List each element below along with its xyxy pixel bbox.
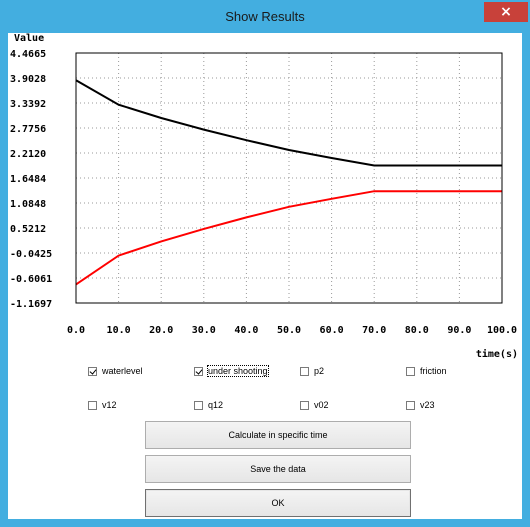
y-tick-label: -0.0425 (10, 249, 52, 260)
close-button[interactable]: × (484, 2, 528, 22)
checkbox-box[interactable] (88, 400, 97, 410)
dialog-content: Value time(s) 4.4665 3.9028 3.3392 2.7756 2.… (8, 33, 522, 519)
window-title: Show Results (225, 9, 305, 24)
x-tick-label: 0.0 (67, 325, 85, 336)
x-tick-label: 30.0 (192, 325, 216, 336)
checkbox-q12[interactable]: q12 (194, 397, 223, 413)
checkbox-box[interactable] (406, 400, 415, 410)
checkbox-box[interactable] (194, 400, 203, 410)
x-tick-label: 60.0 (320, 325, 344, 336)
checkbox-label: v12 (102, 400, 117, 410)
x-tick-label: 100.0 (487, 325, 517, 336)
y-tick-label: 4.4665 (10, 49, 46, 60)
x-tick-label: 20.0 (149, 325, 173, 336)
checkbox-friction[interactable]: friction (406, 363, 447, 379)
y-tick-label: 3.9028 (10, 74, 46, 85)
checkbox-label: waterlevel (102, 366, 143, 376)
calculate-button[interactable]: Calculate in specific time (145, 421, 411, 449)
y-tick-label: 3.3392 (10, 99, 46, 110)
checkbox-label: p2 (314, 366, 325, 376)
save-data-button[interactable]: Save the data (145, 455, 411, 483)
series-line (75, 79, 502, 167)
checkbox-box[interactable] (300, 400, 309, 410)
y-tick-label: -1.1697 (10, 299, 52, 310)
x-tick-label: 50.0 (277, 325, 301, 336)
x-tick-label: 10.0 (107, 325, 131, 336)
checkbox-v02[interactable]: v02 (300, 397, 329, 413)
checkbox-box[interactable] (406, 366, 415, 376)
checkbox-box[interactable] (300, 366, 309, 376)
x-tick-label: 40.0 (234, 325, 258, 336)
y-tick-label: -0.6061 (10, 274, 52, 285)
checkbox-v23[interactable]: v23 (406, 397, 435, 413)
y-tick-label: 2.7756 (10, 124, 46, 135)
x-tick-label: 90.0 (447, 325, 471, 336)
x-axis-label: time(s) (476, 348, 518, 360)
plot-frame (75, 52, 503, 304)
checkbox-waterlevel[interactable]: waterlevel (88, 363, 143, 379)
checkbox-label: v23 (420, 400, 435, 410)
checkbox-v12[interactable]: v12 (88, 397, 117, 413)
y-tick-label: 0.5212 (10, 224, 46, 235)
y-tick-label: 1.6484 (10, 174, 46, 185)
ok-button[interactable]: OK (145, 489, 411, 517)
checkbox-label: under shooting (207, 365, 269, 377)
checkbox-label: v02 (314, 400, 329, 410)
checkbox-label: friction (420, 366, 447, 376)
x-tick-label: 70.0 (362, 325, 386, 336)
results-chart: Value time(s) 4.4665 3.9028 3.3392 2.7756 2.… (10, 33, 518, 360)
y-tick-label: 1.0848 (10, 199, 46, 210)
checkbox-label: q12 (208, 400, 224, 410)
x-tick-label: 80.0 (405, 325, 429, 336)
checkbox-p2[interactable]: p2 (300, 363, 324, 379)
series-line (75, 190, 502, 286)
checkbox-box[interactable] (194, 366, 203, 376)
y-axis-label: Value (14, 33, 44, 44)
checkbox-under-shooting[interactable]: under shooting (194, 363, 269, 379)
checkbox-box[interactable] (88, 366, 97, 376)
y-tick-label: 2.2120 (10, 149, 46, 160)
title-bar[interactable]: Show Results × (1, 1, 529, 33)
